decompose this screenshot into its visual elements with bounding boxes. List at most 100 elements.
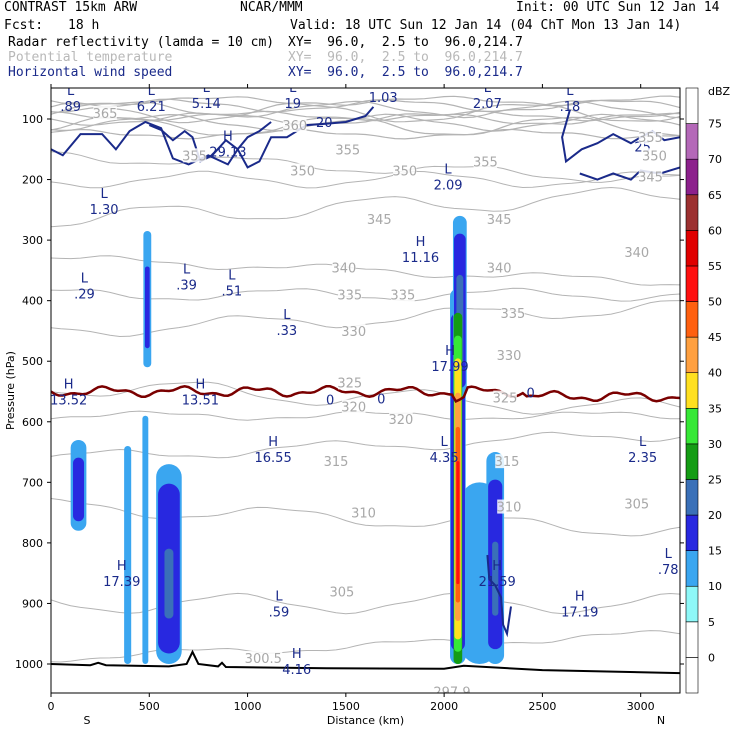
wind-extremum-type: L bbox=[100, 187, 108, 202]
theta-label: 325 bbox=[337, 376, 362, 391]
wind-extremum-type: H bbox=[416, 235, 426, 250]
theta-label: 330 bbox=[497, 349, 522, 364]
colorbar-tick-label: 0 bbox=[708, 651, 715, 664]
theta-label-bg bbox=[391, 287, 415, 302]
wind-extremum-value: 17.99 bbox=[431, 360, 468, 375]
wind-extremum-value: 17.39 bbox=[103, 575, 140, 590]
wind-extremum-value: .33 bbox=[277, 324, 298, 339]
theta-contour-line bbox=[51, 100, 680, 119]
colorbar-tick-label: 60 bbox=[708, 224, 722, 237]
theta-contour-line bbox=[51, 112, 680, 126]
wind-extremum-value: 21.59 bbox=[479, 575, 516, 590]
theta-label: 305 bbox=[329, 585, 354, 600]
theta-contours bbox=[51, 95, 680, 663]
wind-extremum-value: .29 bbox=[74, 288, 95, 303]
wind-extremum-value: 6.21 bbox=[137, 100, 166, 115]
wind-contour-line bbox=[486, 554, 512, 638]
colorbar-swatch bbox=[685, 336, 699, 374]
colorbar-unit: dBZ bbox=[708, 85, 731, 98]
theta-label-bg bbox=[244, 650, 283, 665]
theta-label-bg bbox=[367, 211, 392, 226]
wind-extremum-value: 13.51 bbox=[182, 394, 219, 409]
wind-extremum-type: L bbox=[566, 84, 574, 99]
wind-extremum-value: .18 bbox=[560, 100, 581, 115]
wind-extremum-type: H bbox=[195, 378, 205, 393]
wind-extremum-value: 13.52 bbox=[50, 394, 87, 409]
wind-contour-line bbox=[51, 106, 375, 169]
theta-contour-line bbox=[51, 287, 680, 302]
y-tick-label: 800 bbox=[22, 537, 43, 550]
colorbar-tick-label: 40 bbox=[708, 367, 722, 380]
theta-label: 335 bbox=[390, 289, 415, 304]
wind-extremum-type: L bbox=[183, 262, 191, 277]
y-tick-label: 500 bbox=[22, 355, 43, 368]
colorbar-tick-label: 55 bbox=[708, 260, 722, 273]
wind-contour-label: 20 bbox=[316, 116, 333, 131]
theta-label: 315 bbox=[495, 455, 520, 470]
wind-extremum-type: H bbox=[292, 647, 302, 662]
x-tick-label: 2000 bbox=[430, 700, 458, 713]
theta-label: 355 bbox=[335, 143, 360, 158]
y-tick-label: 900 bbox=[22, 597, 43, 610]
x-end-label-north: N bbox=[657, 714, 665, 727]
theta-contour-line bbox=[51, 186, 680, 228]
colorbar-tick-label: 30 bbox=[708, 438, 722, 451]
colorbar-swatch bbox=[685, 550, 699, 587]
terrain-line bbox=[51, 649, 680, 675]
colorbar-tick-label: 5 bbox=[708, 616, 715, 629]
reflectivity-cell bbox=[164, 548, 174, 619]
wind-extremum-value: 2.07 bbox=[473, 97, 502, 112]
colorbar-tick-label: 70 bbox=[708, 153, 722, 166]
reflectivity-cell bbox=[492, 541, 499, 616]
freezing-level-contour: 0 0 0 bbox=[51, 385, 680, 409]
theta-contour-line bbox=[51, 116, 680, 137]
reflectivity-cell bbox=[142, 415, 149, 664]
wind-extremum-value: 17.19 bbox=[561, 605, 598, 620]
theta-label-bg bbox=[182, 148, 207, 163]
reflectivity-cell bbox=[73, 457, 85, 522]
theta-label-bg bbox=[341, 399, 366, 414]
theta-label: 315 bbox=[324, 455, 349, 470]
colorbar-swatch bbox=[685, 230, 699, 267]
wind-extremum-value: .51 bbox=[221, 285, 242, 300]
theta-label-bg bbox=[282, 118, 307, 133]
reflectivity-cell bbox=[144, 266, 150, 349]
colorbar-tick-label: 45 bbox=[708, 331, 722, 344]
colorbar-swatch bbox=[685, 158, 699, 196]
y-tick-label: 700 bbox=[22, 476, 43, 489]
terrain-profile bbox=[51, 649, 680, 675]
theta-contour-line bbox=[51, 255, 680, 286]
colorbar-swatch bbox=[685, 265, 699, 302]
wind-extremum-type: L bbox=[275, 589, 283, 604]
theta-label: 365 bbox=[93, 107, 118, 122]
theta-label: 297.9 bbox=[433, 685, 470, 700]
colorbar-tick-label: 20 bbox=[708, 509, 722, 522]
colorbar-tick-label: 75 bbox=[708, 118, 722, 131]
colorbar-swatch bbox=[685, 372, 699, 409]
theta-label-bg bbox=[337, 375, 362, 390]
colorbar-swatch bbox=[685, 657, 699, 694]
valid-time: Valid: 18 UTC Sun 12 Jan 14 (04 ChT Mon … bbox=[290, 18, 682, 33]
wind-extremum-value: 11.16 bbox=[402, 251, 439, 266]
field-theta-xy: XY= 96.0, 2.5 to 96.0,214.7 bbox=[288, 50, 523, 65]
theta-contour-line bbox=[51, 592, 680, 615]
wind-extremum-type: H bbox=[445, 344, 455, 359]
theta-label: 310 bbox=[351, 507, 376, 522]
field-reflectivity-name: Radar reflectivity (lamda = 10 cm) bbox=[8, 35, 275, 50]
wind-extremum-value: .59 bbox=[269, 605, 290, 620]
theta-label-bg bbox=[337, 287, 362, 302]
theta-label: 360 bbox=[282, 119, 307, 134]
wind-extremum-value: 4.16 bbox=[282, 663, 311, 678]
colorbar-tick-label: 35 bbox=[708, 402, 722, 415]
wind-extremum-value: 1.30 bbox=[90, 203, 119, 218]
theta-contour-line bbox=[51, 98, 680, 113]
theta-label: 355 bbox=[182, 149, 207, 164]
theta-contour-line bbox=[51, 128, 680, 140]
wind-extremum-type: L bbox=[444, 163, 452, 178]
field-reflectivity-xy: XY= 96.0, 2.5 to 96.0,214.7 bbox=[288, 35, 523, 50]
x-tick-label: 500 bbox=[139, 700, 160, 713]
wind-extremum-type: H bbox=[492, 559, 502, 574]
